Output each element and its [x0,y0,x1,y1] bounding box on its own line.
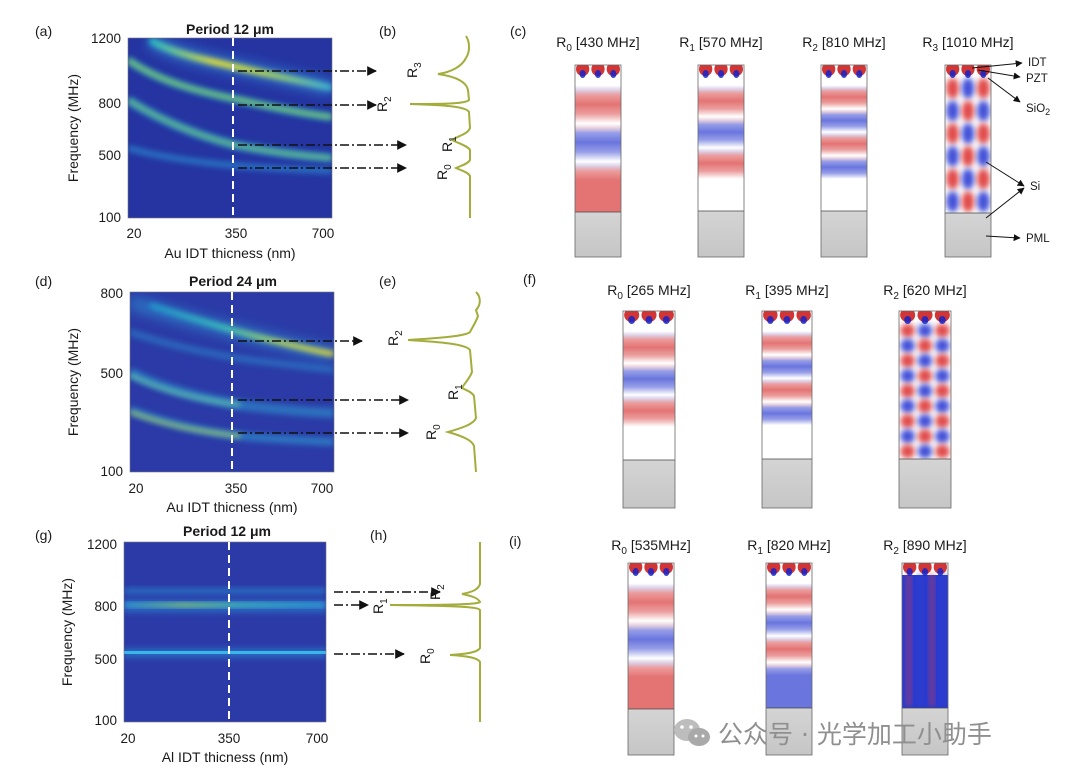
mode-title-r2: R2 [890 MHz] [883,537,966,557]
layer-label-pzt: PZT [1026,73,1048,85]
mode-label-b-r0: R0 [434,164,454,180]
mode-label-b-r2: R2 [374,96,394,112]
panel-i: (i) R0 [535MHz] R1 [820 MHz] R2 [890 MHz] [509,533,967,756]
tick-g-x-350: 350 [218,731,241,746]
mode-label-e-r1: R1 [445,384,465,400]
xlabel-g: Al IDT thicness (nm) [162,749,289,765]
mode-label-h-r0: R0 [417,648,437,664]
tick-d-y-800: 800 [100,286,123,301]
panel-a-letter: (a) [35,23,52,39]
mode-title-r0: R0 [430 MHz] [556,34,639,54]
wechat-icon [674,719,710,746]
layer-label-sio2: SiO2 [1026,103,1050,117]
panel-d-letter: (d) [35,273,52,289]
panel-d: (d) Period 24 μm 800 500 100 20 350 700 … [35,273,335,515]
panel-i-letter: (i) [509,533,521,549]
heatmap-g [124,542,326,722]
spectrum-h [389,542,482,722]
layer-label-idt: IDT [1028,57,1047,69]
mode-profile-r1: R1 [820 MHz] [747,537,831,756]
mode-title-r0: R0 [535MHz] [611,537,691,557]
layer-label-pml: PML [1026,233,1050,245]
mode-profiles-i: R0 [535MHz] R1 [820 MHz] R2 [890 MHz] [611,537,967,756]
mode-profile-r2: R2 [810 MHz] [802,34,886,258]
tick-a-x-700: 700 [312,226,335,241]
xlabel-d: Au IDT thicness (nm) [166,499,297,515]
watermark-text: 公众号 · 光学加工小助手 [718,720,992,749]
layer-label-si: Si [1030,181,1040,193]
tick-g-x-700: 700 [306,731,329,746]
mode-title-r0: R0 [265 MHz] [607,282,690,302]
panel-e-letter: (e) [379,273,396,289]
panel-a: (a) Period 12 μm 1200 800 500 100 20 350… [35,21,334,261]
tick-d-x-350: 350 [225,481,248,496]
tick-a-y-800: 800 [98,96,121,111]
tick-d-x-700: 700 [311,481,334,496]
mode-label-h-r2: R2 [427,584,447,600]
mode-title-r1: R1 [570 MHz] [679,34,762,54]
layer-labels-c: IDT PZT SiO2 Si PML [971,57,1050,245]
xlabel-a: Au IDT thicness (nm) [164,245,295,261]
heatmap-a [128,38,332,218]
mode-title-r3: R3 [1010 MHz] [922,34,1013,54]
panel-a-title: Period 12 μm [186,21,274,37]
panel-b: (b) R3 R2 R1 R0 [374,23,472,218]
mode-profiles-c: R0 [430 MHz] R1 [570 MHz] R2 [810 MHz] R3 [… [556,34,1014,258]
spectrum-e [407,291,481,473]
mode-profiles-f: R0 [265 MHz] R1 [395 MHz] R2 [620 MHz] [607,282,967,509]
panel-h: (h) R2 R1 R0 [370,527,482,722]
mode-label-e-r2: R2 [385,330,405,346]
tick-d-y-500: 500 [100,366,123,381]
tick-g-y-100: 100 [94,713,117,728]
panel-h-letter: (h) [370,527,387,543]
mode-profile-r2: R2 [890 MHz] [883,537,967,756]
mode-label-e-r0: R0 [423,424,443,440]
mode-label-b-r1: R1 [439,136,459,152]
tick-g-y-500: 500 [94,652,117,667]
panel-e: (e) R2 R1 R0 [379,273,481,473]
panel-b-letter: (b) [379,23,396,39]
mode-profile-r0: R0 [535MHz] [611,537,691,756]
arrows-g-h [334,587,441,659]
panel-f: (f) R0 [265 MHz] R1 [395 MHz] R2 [620 MHz] [523,271,967,509]
panel-d-title: Period 24 μm [189,273,277,289]
ylabel-a: Frequency (MHz) [65,74,81,182]
ylabel-g: Frequency (MHz) [59,578,75,686]
panel-g-letter: (g) [35,527,52,543]
tick-g-y-800: 800 [94,599,117,614]
tick-d-x-20: 20 [128,481,143,496]
tick-a-y-100: 100 [98,210,121,225]
mode-title-r2: R2 [620 MHz] [883,282,966,302]
mode-profile-r0: R0 [265 MHz] [607,282,691,509]
panel-f-letter: (f) [523,271,536,287]
panel-g-title: Period 12 μm [183,523,271,539]
mode-title-r2: R2 [810 MHz] [802,34,885,54]
watermark: 公众号 · 光学加工小助手 [672,713,1052,753]
mode-title-r1: R1 [395 MHz] [745,282,828,302]
ylabel-d: Frequency (MHz) [65,328,81,436]
tick-a-x-350: 350 [225,226,248,241]
tick-a-y-500: 500 [98,148,121,163]
mode-label-b-r3: R3 [404,62,424,78]
panel-g: (g) Period 12 μm 1200 800 500 100 20 350… [35,523,328,765]
mode-profile-r3: R3 [1010 MHz] [922,34,1014,258]
arrows-a-b [238,66,407,173]
mode-profile-r2: R2 [620 MHz] [883,282,967,509]
tick-a-x-20: 20 [126,226,141,241]
mode-label-h-r1: R1 [370,598,390,614]
arrows-d-e [238,336,409,438]
panel-c: (c) R0 [430 MHz] R1 [570 MHz] R2 [810 MHz]… [510,23,1050,258]
mode-title-r1: R1 [820 MHz] [747,537,830,557]
mode-profile-r1: R1 [570 MHz] [679,34,763,258]
tick-d-y-100: 100 [100,464,123,479]
spectrum-b [409,35,472,218]
tick-a-y-1200: 1200 [91,31,121,46]
mode-profile-r0: R0 [430 MHz] [556,34,640,258]
tick-g-x-20: 20 [120,731,135,746]
panel-c-letter: (c) [510,23,526,39]
mode-profile-r1: R1 [395 MHz] [745,282,829,509]
tick-g-y-1200: 1200 [87,537,117,552]
